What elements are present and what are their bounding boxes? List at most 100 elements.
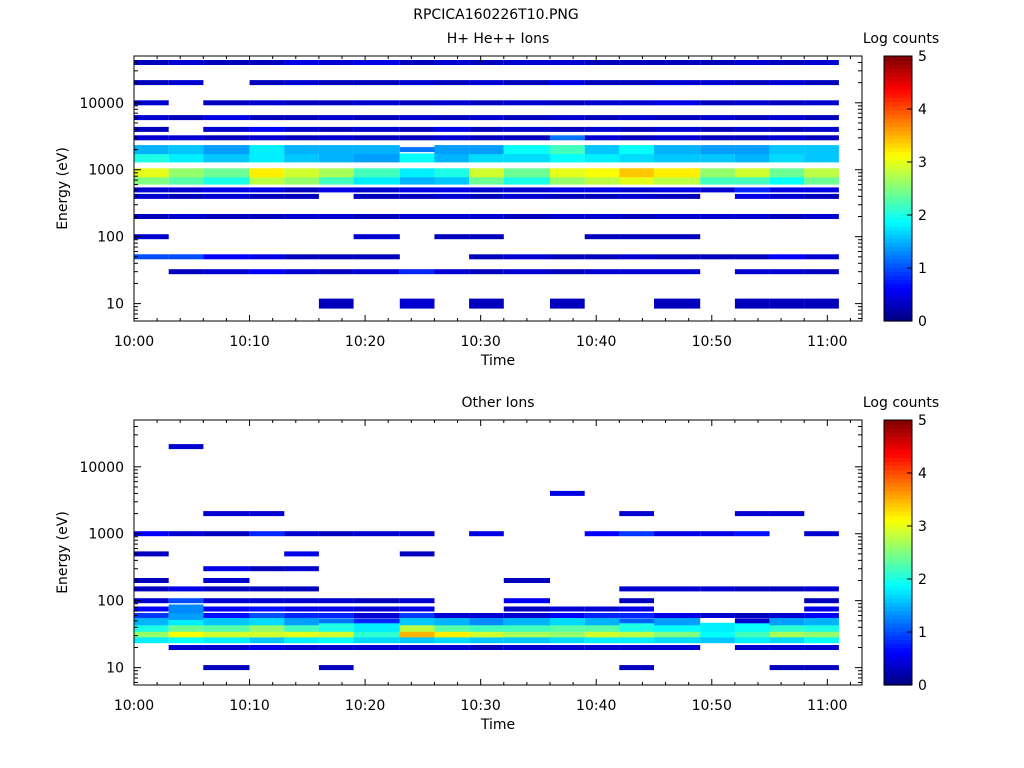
- heatmap-cell: [654, 254, 701, 260]
- heatmap-cell: [318, 613, 354, 618]
- heatmap-cell: [249, 153, 285, 163]
- heatmap-cell: [769, 622, 805, 632]
- colorbar-segment: [884, 180, 912, 185]
- heatmap-cell: [654, 175, 701, 185]
- heatmap-cell: [249, 511, 285, 517]
- colorbar-segment: [884, 519, 912, 525]
- heatmap-cell: [284, 153, 319, 163]
- heatmap-cell: [469, 269, 504, 275]
- x-tick-label: 10:20: [345, 334, 385, 350]
- heatmap-cell: [619, 168, 654, 178]
- colorbar-segment: [884, 647, 912, 653]
- heatmap-cell: [654, 100, 701, 106]
- heatmap-cell: [134, 613, 169, 618]
- heatmap-cell: [769, 254, 805, 260]
- heatmap-cell: [168, 604, 204, 614]
- heatmap-cell: [353, 531, 400, 537]
- heatmap-cell: [134, 187, 169, 193]
- heatmap-cell: [318, 598, 354, 604]
- heatmap-cell: [203, 578, 250, 583]
- heatmap-cell: [203, 60, 250, 65]
- colorbar-segment: [884, 60, 912, 65]
- heatmap-cell: [503, 613, 550, 618]
- colorbar-segment: [884, 287, 912, 293]
- heatmap-cell: [469, 616, 504, 626]
- heatmap-cell: [804, 135, 839, 141]
- heatmap-cell: [353, 80, 400, 86]
- heatmap-cell: [734, 586, 770, 592]
- colorbar-segment: [884, 64, 912, 70]
- heatmap-cell: [203, 145, 250, 155]
- heatmap-cell: [434, 269, 470, 275]
- heatmap-cell: [203, 645, 250, 650]
- heatmap-cell: [804, 616, 839, 626]
- heatmap-cell: [550, 490, 585, 496]
- heatmap-cell: [134, 126, 169, 132]
- colorbar-tick-label: 5: [918, 49, 927, 65]
- heatmap-cell: [168, 187, 204, 193]
- heatmap-cell: [804, 634, 839, 644]
- colorbar-segment: [884, 564, 912, 570]
- heatmap-cell: [769, 126, 805, 132]
- heatmap-cell: [503, 193, 550, 199]
- heatmap-cell: [203, 153, 250, 163]
- y-axis-label: Energy (eV): [55, 511, 71, 594]
- heatmap-cell: [700, 80, 735, 86]
- colorbar-segment: [884, 515, 912, 520]
- heatmap-cell: [619, 135, 654, 141]
- heatmap-cell: [353, 645, 400, 650]
- colorbar-segment: [884, 271, 912, 277]
- colorbar-segment: [884, 453, 912, 458]
- heatmap-cell: [654, 115, 701, 121]
- heatmap-cell: [804, 175, 839, 185]
- heatmap-cell: [550, 135, 585, 141]
- heatmap-cell: [134, 531, 169, 537]
- heatmap-cell: [769, 115, 805, 121]
- heatmap-cell: [584, 193, 620, 199]
- colorbar-segment: [884, 424, 912, 429]
- heatmap-cell: [584, 606, 620, 612]
- colorbar-tick-label: 4: [918, 466, 927, 482]
- heatmap-cell: [584, 234, 620, 240]
- heatmap-cell: [550, 153, 585, 163]
- heatmap-cell: [168, 153, 204, 163]
- figure-title: RPCICA160226T10.PNG: [413, 7, 578, 23]
- heatmap-cell: [399, 616, 435, 626]
- heatmap-cell: [318, 634, 354, 644]
- heatmap-cell: [134, 234, 169, 240]
- heatmap-cells: [134, 444, 839, 671]
- heatmap-cell: [318, 618, 354, 624]
- heatmap-cell: [434, 193, 470, 199]
- heatmap-cell: [619, 234, 654, 240]
- heatmap-cell: [203, 100, 250, 106]
- x-tick-label: 10:20: [345, 698, 385, 714]
- heatmap-cell: [469, 80, 504, 86]
- heatmap-cell: [203, 566, 250, 572]
- colorbar-segment: [884, 97, 912, 103]
- heatmap-cell: [249, 622, 285, 632]
- colorbar-segment: [884, 577, 912, 583]
- heatmap-cell: [134, 254, 169, 260]
- colorbar-segment: [884, 283, 912, 289]
- heatmap-cell: [168, 444, 204, 450]
- heatmap-cell: [734, 628, 770, 638]
- heatmap-cell: [249, 606, 285, 612]
- heatmap-cell: [168, 145, 204, 155]
- heatmap-cell: [619, 598, 654, 604]
- heatmap-cell: [318, 168, 354, 178]
- heatmap-cell: [619, 193, 654, 199]
- heatmap-cell: [654, 645, 701, 650]
- heatmap-cell: [249, 60, 285, 65]
- colorbar-segment: [884, 229, 912, 235]
- colorbar-segment: [884, 304, 912, 310]
- heatmap-cell: [353, 187, 400, 193]
- panel-title: H+ He++ Ions: [447, 31, 550, 47]
- heatmap-cell: [353, 175, 400, 185]
- heatmap-cell: [134, 578, 169, 583]
- heatmap-cell: [399, 60, 435, 65]
- heatmap-cell: [399, 168, 435, 178]
- heatmap-cell: [399, 187, 435, 193]
- heatmap-cell: [619, 634, 654, 644]
- heatmap-cell: [734, 153, 770, 163]
- colorbar-segment: [884, 171, 912, 177]
